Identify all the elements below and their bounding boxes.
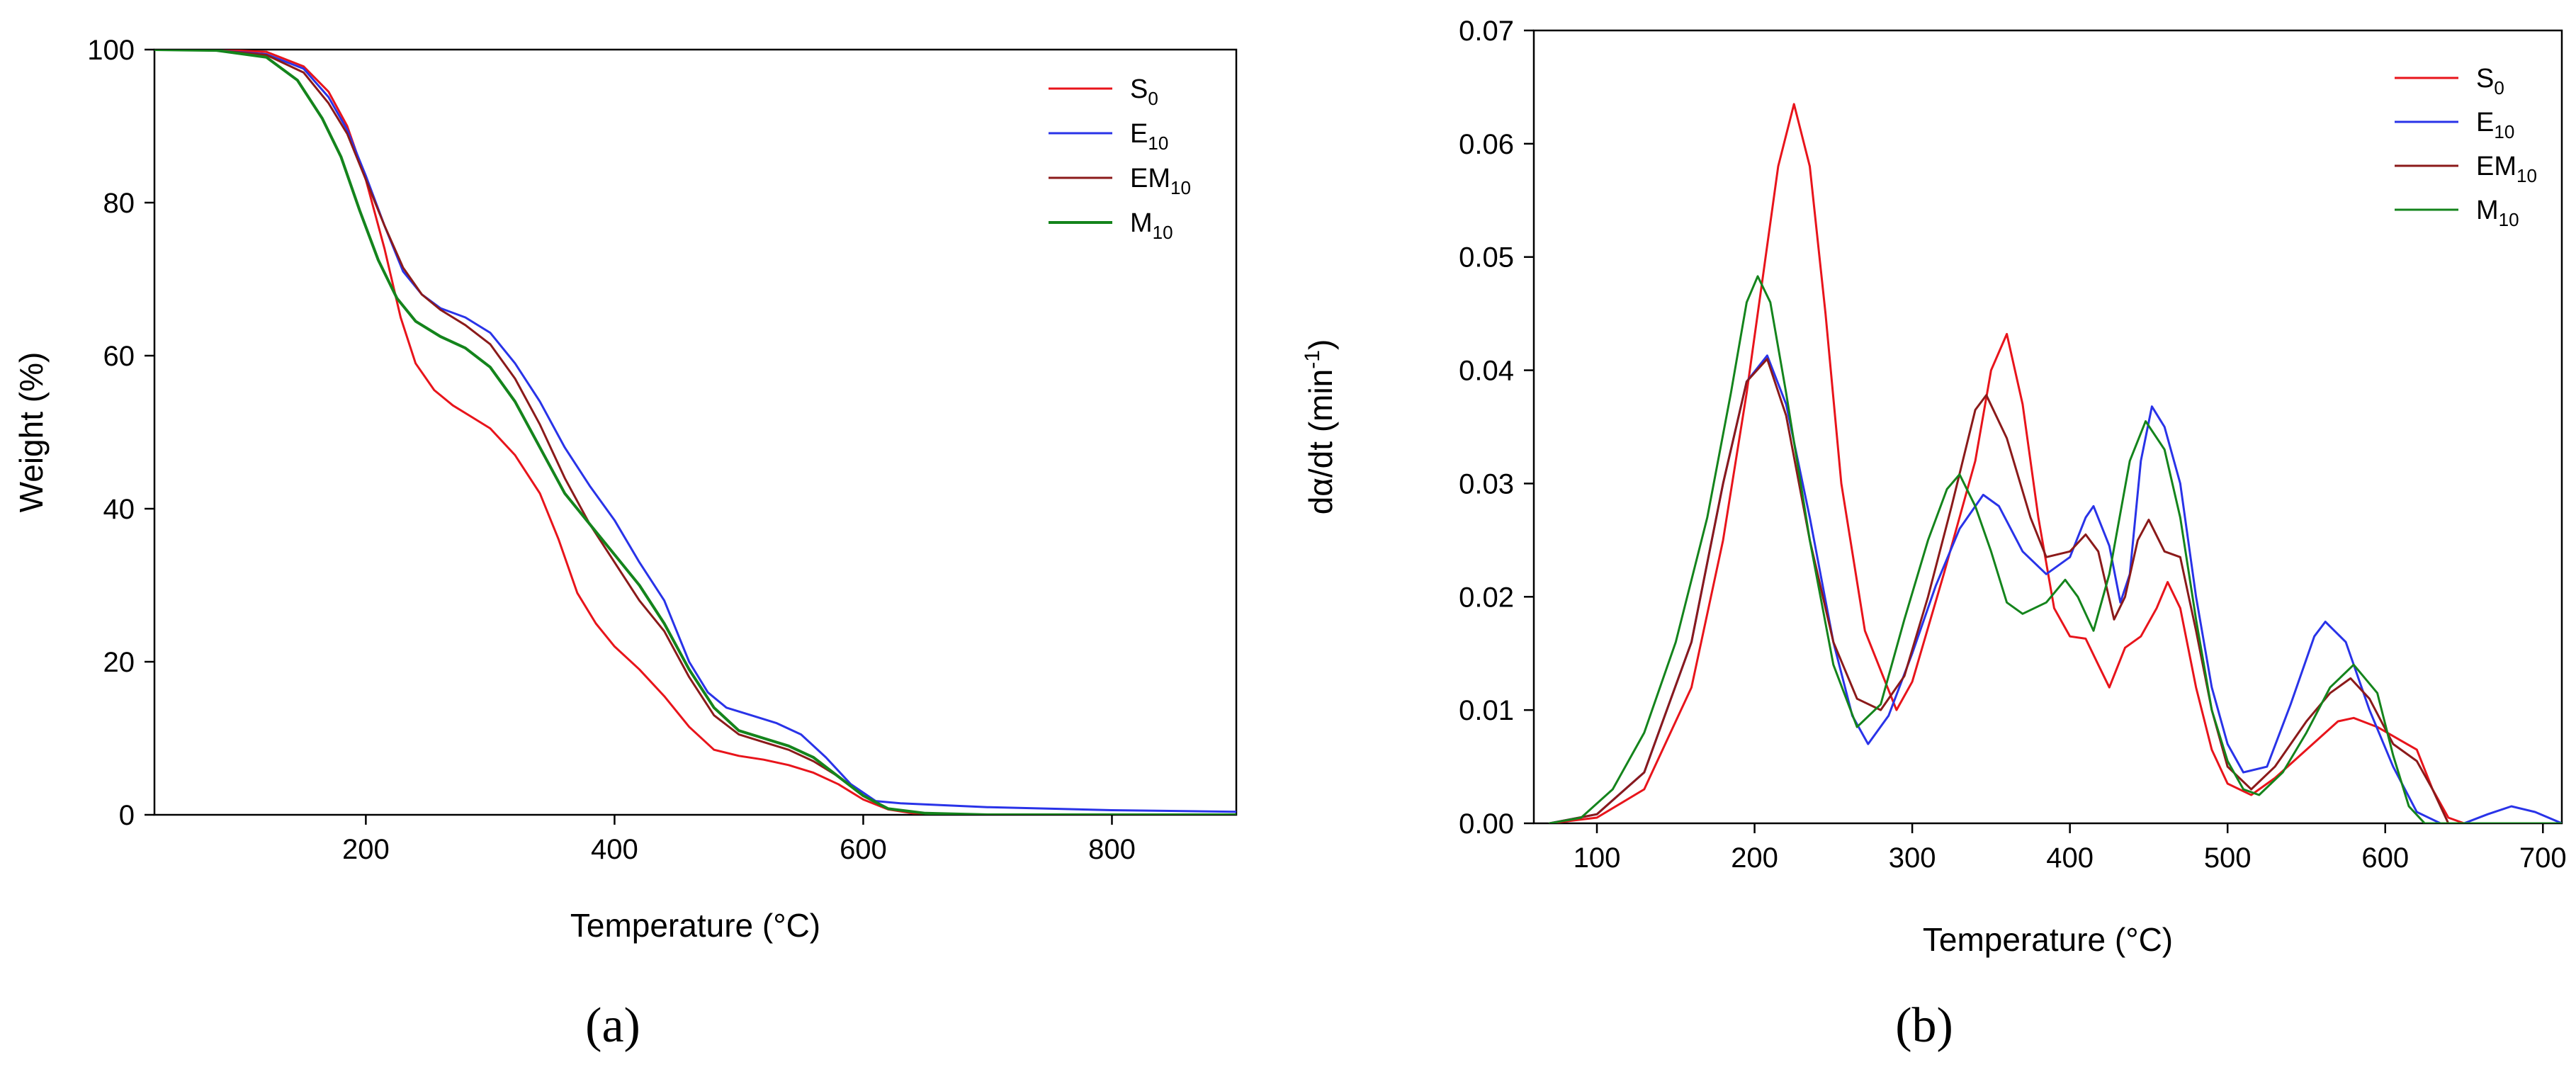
- legend-label-em10: EM10: [1130, 164, 1191, 198]
- chart-b-conversion-rate: 100 200 300 400 500 600 700 0.00 0.01 0.02 0.03 0.0…: [1301, 16, 2567, 1053]
- y-tick-label: 100: [87, 35, 135, 66]
- y-axis-title: Weight (%): [13, 352, 50, 513]
- plot-frame: [1532, 29, 2563, 825]
- series-line-s0: [154, 50, 1236, 815]
- y-tick-label: 40: [103, 494, 135, 525]
- x-tick-label: 300: [1889, 842, 1936, 874]
- y-tick-label: 0.03: [1459, 468, 1514, 500]
- legend-label-e10: E10: [1130, 119, 1168, 154]
- y-tick-label: 0.01: [1459, 695, 1514, 726]
- y-tick-label: 0.07: [1459, 16, 1514, 47]
- x-tick-label: 700: [2519, 842, 2567, 874]
- y-tick-label: 0: [119, 800, 135, 831]
- x-tick-label: 200: [342, 834, 390, 865]
- x-tick-label: 100: [1574, 842, 1621, 874]
- y-tick-label: 0.00: [1459, 808, 1514, 840]
- y-tick-label: 60: [103, 341, 135, 372]
- panel-label: (a): [585, 998, 640, 1053]
- chart-a-weight-loss: 200 400 600 800 0 20 40 60 80 100 S0 E10 EM10 M10 Temp…: [13, 35, 1238, 1053]
- x-tick-label: 400: [591, 834, 638, 865]
- x-axis-title: Temperature (°C): [570, 907, 820, 944]
- series-line-em10: [154, 50, 1236, 815]
- x-tick-label: 600: [840, 834, 887, 865]
- plot-frame: [153, 48, 1238, 816]
- legend-label-s0: S0: [1130, 74, 1158, 109]
- y-axis-title: dα/dt (min-1): [1301, 339, 1339, 515]
- series-line-m10: [1548, 275, 2562, 823]
- y-tick-label: 20: [103, 647, 135, 678]
- series-line-e10: [1548, 354, 2562, 823]
- legend-label-s0: S0: [2476, 64, 2504, 98]
- series-line-s0: [1548, 103, 2562, 823]
- legend-label-em10: EM10: [2476, 152, 2537, 186]
- y-tick-label: 0.05: [1459, 242, 1514, 273]
- legend-label-m10: M10: [2476, 196, 2519, 230]
- y-tick-label: 0.04: [1459, 356, 1514, 387]
- y-tick-label: 0.02: [1459, 582, 1514, 613]
- legend-label-e10: E10: [2476, 108, 2514, 142]
- series-line-e10: [154, 50, 1236, 813]
- x-tick-label: 500: [2204, 842, 2252, 874]
- series-line-em10: [1548, 358, 2562, 823]
- x-tick-label: 600: [2361, 842, 2409, 874]
- x-axis-title: Temperature (°C): [1923, 921, 2173, 958]
- x-tick-label: 400: [2046, 842, 2094, 874]
- series-line-m10: [154, 50, 1236, 815]
- legend-label-m10: M10: [1130, 208, 1173, 243]
- y-tick-label: 80: [103, 188, 135, 219]
- panel-label: (b): [1895, 998, 1953, 1053]
- x-tick-label: 800: [1088, 834, 1136, 865]
- y-tick-label: 0.06: [1459, 129, 1514, 160]
- x-tick-label: 200: [1731, 842, 1778, 874]
